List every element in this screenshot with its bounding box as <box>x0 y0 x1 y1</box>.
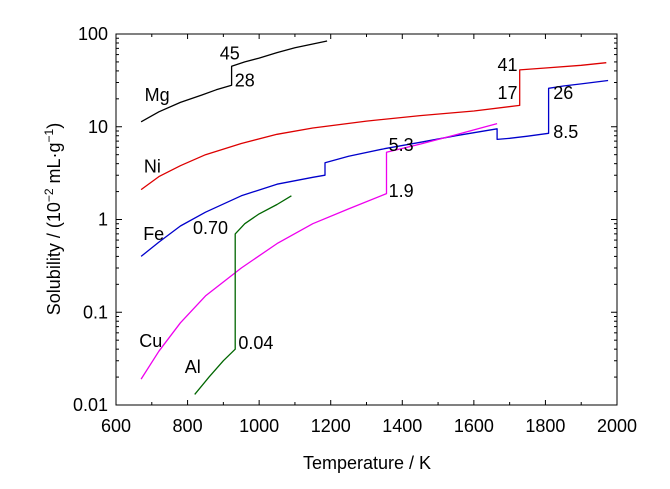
y-tick-label: 10 <box>88 117 108 137</box>
y-tick-label: 100 <box>78 24 108 44</box>
y-axis-label-main: Solubility / (10 <box>44 202 64 315</box>
value-annotation: 41 <box>497 55 517 75</box>
value-annotation: 0.04 <box>238 333 273 353</box>
series-labels: Mg Ni Fe Cu Al <box>139 85 200 377</box>
y-tick-label: 0.01 <box>73 395 108 415</box>
value-annotation: 26 <box>553 83 573 103</box>
series-line-mg <box>140 40 328 123</box>
x-tick-label: 1800 <box>525 416 565 436</box>
y-axis-label: Solubility / (10−2 mL·g−1) <box>42 123 64 315</box>
series-line-al <box>194 195 292 395</box>
series-line-cu <box>140 122 498 380</box>
x-tick-label: 600 <box>101 416 131 436</box>
x-tick-label: 1000 <box>239 416 279 436</box>
y-axis-ticks: 0.01 0.1 1 10 100 <box>73 24 617 415</box>
y-axis-label-unit-exp: −1 <box>42 128 56 142</box>
value-annotations: 45 28 41 17 26 8.5 5.3 1.9 0.70 0.04 <box>193 44 578 354</box>
y-tick-label: 1 <box>98 210 108 230</box>
series-line-ni <box>140 62 607 191</box>
y-tick-label: 0.1 <box>83 302 108 322</box>
x-axis-label: Temperature / K <box>303 453 431 473</box>
value-annotation: 0.70 <box>193 218 228 238</box>
value-annotation: 8.5 <box>553 122 578 142</box>
x-tick-label: 2000 <box>597 416 637 436</box>
x-tick-label: 1600 <box>454 416 494 436</box>
x-tick-label: 1400 <box>382 416 422 436</box>
y-axis-label-unit: mL·g <box>44 142 64 188</box>
series-label-mg: Mg <box>145 85 170 105</box>
value-annotation: 1.9 <box>389 181 414 201</box>
y-axis-label-close: ) <box>44 123 64 129</box>
x-axis-ticks: 600 800 1000 1200 1400 1600 1800 2000 <box>101 34 637 436</box>
series-line-fe <box>140 79 609 257</box>
series-label-ni: Ni <box>144 157 161 177</box>
series-label-fe: Fe <box>143 224 164 244</box>
value-annotation: 5.3 <box>389 135 414 155</box>
series-label-al: Al <box>185 357 201 377</box>
series-label-cu: Cu <box>139 331 162 351</box>
x-tick-label: 1200 <box>311 416 351 436</box>
value-annotation: 28 <box>235 71 255 91</box>
x-tick-label: 800 <box>173 416 203 436</box>
series-lines <box>140 40 609 395</box>
y-axis-label-exp: −2 <box>42 188 56 202</box>
value-annotation: 45 <box>220 44 240 64</box>
value-annotation: 17 <box>497 83 517 103</box>
